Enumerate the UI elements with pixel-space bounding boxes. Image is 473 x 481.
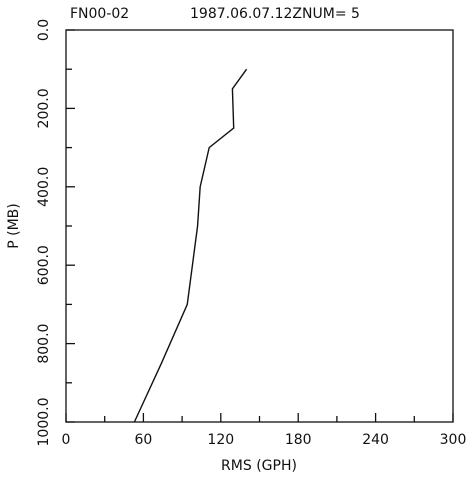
y-tick-label: 0.0 xyxy=(36,19,52,41)
y-tick-label: 400.0 xyxy=(36,167,52,207)
chart-title: FN00-02 xyxy=(70,6,129,22)
x-tick-label: 240 xyxy=(362,432,389,448)
y-axis-label: P (MB) xyxy=(6,203,22,249)
y-tick-label: 800.0 xyxy=(36,324,52,364)
plot-frame xyxy=(65,29,454,423)
y-tick-label: 600.0 xyxy=(36,245,52,285)
x-axis-label: RMS (GPH) xyxy=(221,458,297,474)
x-tick-label: 300 xyxy=(440,432,467,448)
data-line xyxy=(133,68,248,423)
y-tick-label: 1000.0 xyxy=(36,398,52,447)
x-tick-label: 60 xyxy=(134,432,152,448)
x-tick-label: 0 xyxy=(62,432,71,448)
chart-subtitle: 1987.06.07.12ZNUM= 5 xyxy=(190,6,360,22)
y-tick-label: 200.0 xyxy=(36,88,52,128)
x-tick-label: 180 xyxy=(285,432,312,448)
x-tick-label: 120 xyxy=(207,432,234,448)
